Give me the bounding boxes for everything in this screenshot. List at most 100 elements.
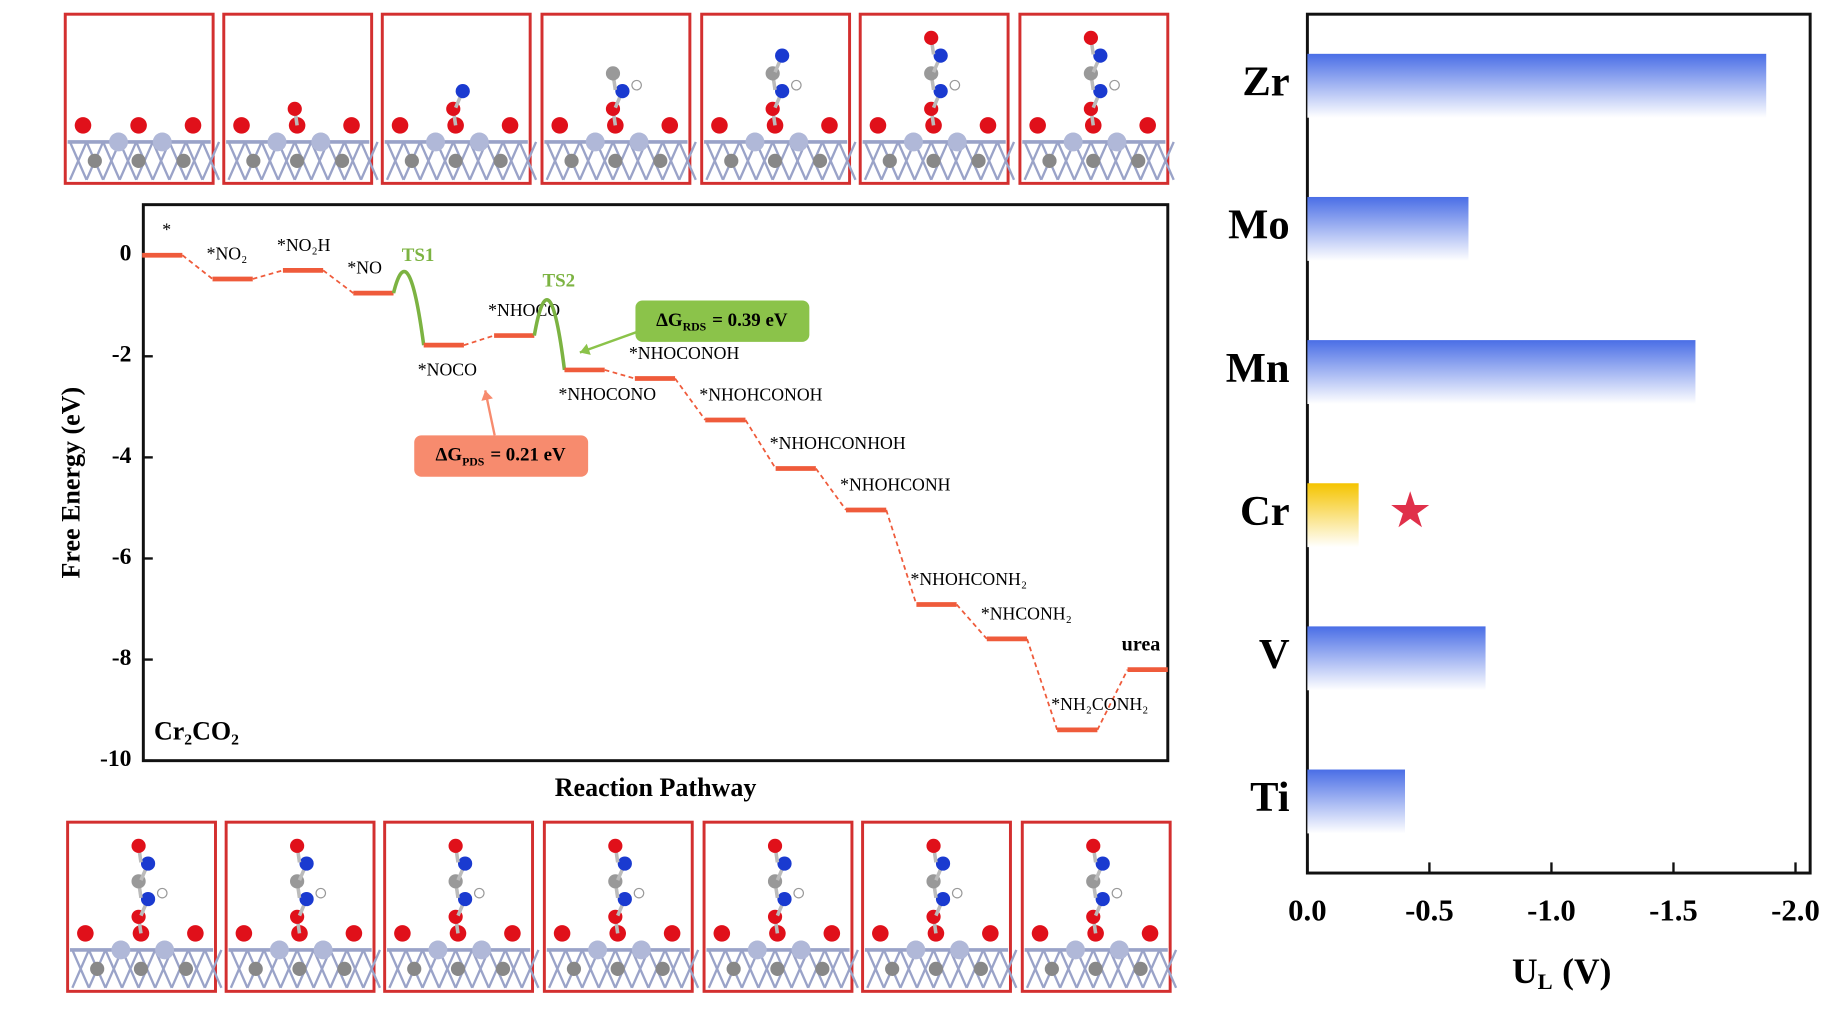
structure-panel: [858, 12, 1016, 185]
bond: [866, 949, 885, 989]
ts-label: TS2: [543, 271, 576, 292]
atom: [777, 856, 792, 871]
atom: [1109, 79, 1120, 91]
bond: [821, 141, 841, 181]
y-tick-label: -8: [112, 645, 132, 671]
connector: [674, 378, 706, 421]
connector: [463, 334, 495, 347]
transition-state: [532, 298, 567, 371]
bond: [597, 949, 617, 989]
atom: [290, 153, 305, 168]
atom: [178, 961, 194, 976]
atom: [653, 153, 668, 168]
structure-panel: [224, 820, 382, 993]
bond: [915, 949, 935, 989]
atom: [1093, 48, 1108, 63]
atom: [90, 961, 105, 976]
plot-frame: [1305, 12, 1812, 875]
atom: [617, 856, 632, 871]
atom: [903, 132, 923, 152]
x-tick-label: -2.0: [1771, 893, 1820, 927]
atom: [726, 961, 741, 976]
atom: [661, 117, 679, 134]
connector: [604, 369, 636, 380]
bond: [343, 141, 363, 181]
atom: [1095, 891, 1110, 907]
atom: [140, 891, 156, 907]
y-tick-label: -10: [100, 746, 132, 772]
atom: [885, 961, 900, 976]
atom: [109, 132, 128, 152]
atom: [791, 79, 802, 91]
annotation-symbol: ΔG: [656, 310, 683, 331]
bond: [229, 949, 249, 989]
atom: [428, 940, 448, 960]
atom: [458, 891, 473, 907]
annotation-subscript: RDS: [683, 319, 707, 333]
state-label: *NO: [347, 258, 382, 278]
atom: [155, 940, 175, 960]
y-tick-label: Cr: [1240, 488, 1290, 535]
bond: [359, 141, 379, 181]
atom: [458, 856, 473, 871]
atom: [947, 132, 967, 152]
atom: [187, 925, 204, 942]
plot-frame: [141, 203, 1170, 763]
bond: [757, 949, 777, 989]
atom: [791, 940, 811, 960]
atom: [617, 891, 632, 907]
atom: [1086, 838, 1101, 853]
bar: [1307, 769, 1406, 834]
y-tick-label: Mn: [1226, 345, 1290, 392]
atom: [869, 117, 887, 134]
atom: [872, 925, 889, 942]
atom: [745, 132, 765, 152]
annotation-subscript: PDS: [462, 454, 485, 468]
atom: [176, 153, 191, 168]
bond: [227, 141, 247, 181]
atom: [1109, 940, 1129, 960]
atom: [655, 961, 670, 976]
atom: [450, 961, 466, 976]
arrow-head: [579, 343, 591, 355]
atom: [133, 961, 149, 976]
y-tick-label: Zr: [1242, 59, 1289, 106]
y-tick-label: 0: [120, 241, 132, 267]
atom: [299, 856, 314, 871]
atom: [711, 117, 728, 134]
atom: [924, 30, 939, 45]
bond: [345, 949, 365, 989]
connector: [181, 254, 214, 280]
atom: [823, 925, 841, 942]
bond: [982, 949, 1001, 989]
atom: [184, 117, 202, 134]
atom: [1044, 961, 1059, 976]
atom: [131, 153, 146, 168]
bond: [840, 949, 859, 989]
bond: [707, 949, 727, 989]
bar: [1307, 340, 1696, 404]
atom: [926, 838, 941, 853]
state-label: *NHOHCONH₂: [910, 569, 1027, 589]
bond: [277, 141, 296, 181]
state-label: *NHOHCONH: [840, 474, 951, 494]
atom: [448, 838, 463, 853]
atom: [1131, 153, 1146, 168]
atom: [407, 961, 422, 976]
atom: [1111, 887, 1123, 899]
atom: [775, 48, 790, 63]
atom: [74, 117, 92, 134]
atom: [933, 48, 948, 63]
atom: [1139, 117, 1156, 134]
atom: [933, 83, 948, 99]
bond: [435, 141, 455, 181]
atom: [334, 153, 350, 168]
bond: [1139, 141, 1159, 181]
atom: [935, 856, 951, 871]
atom: [455, 83, 470, 99]
atom: [608, 153, 623, 168]
atom: [812, 153, 828, 168]
atom: [152, 132, 172, 152]
bond: [837, 141, 857, 181]
